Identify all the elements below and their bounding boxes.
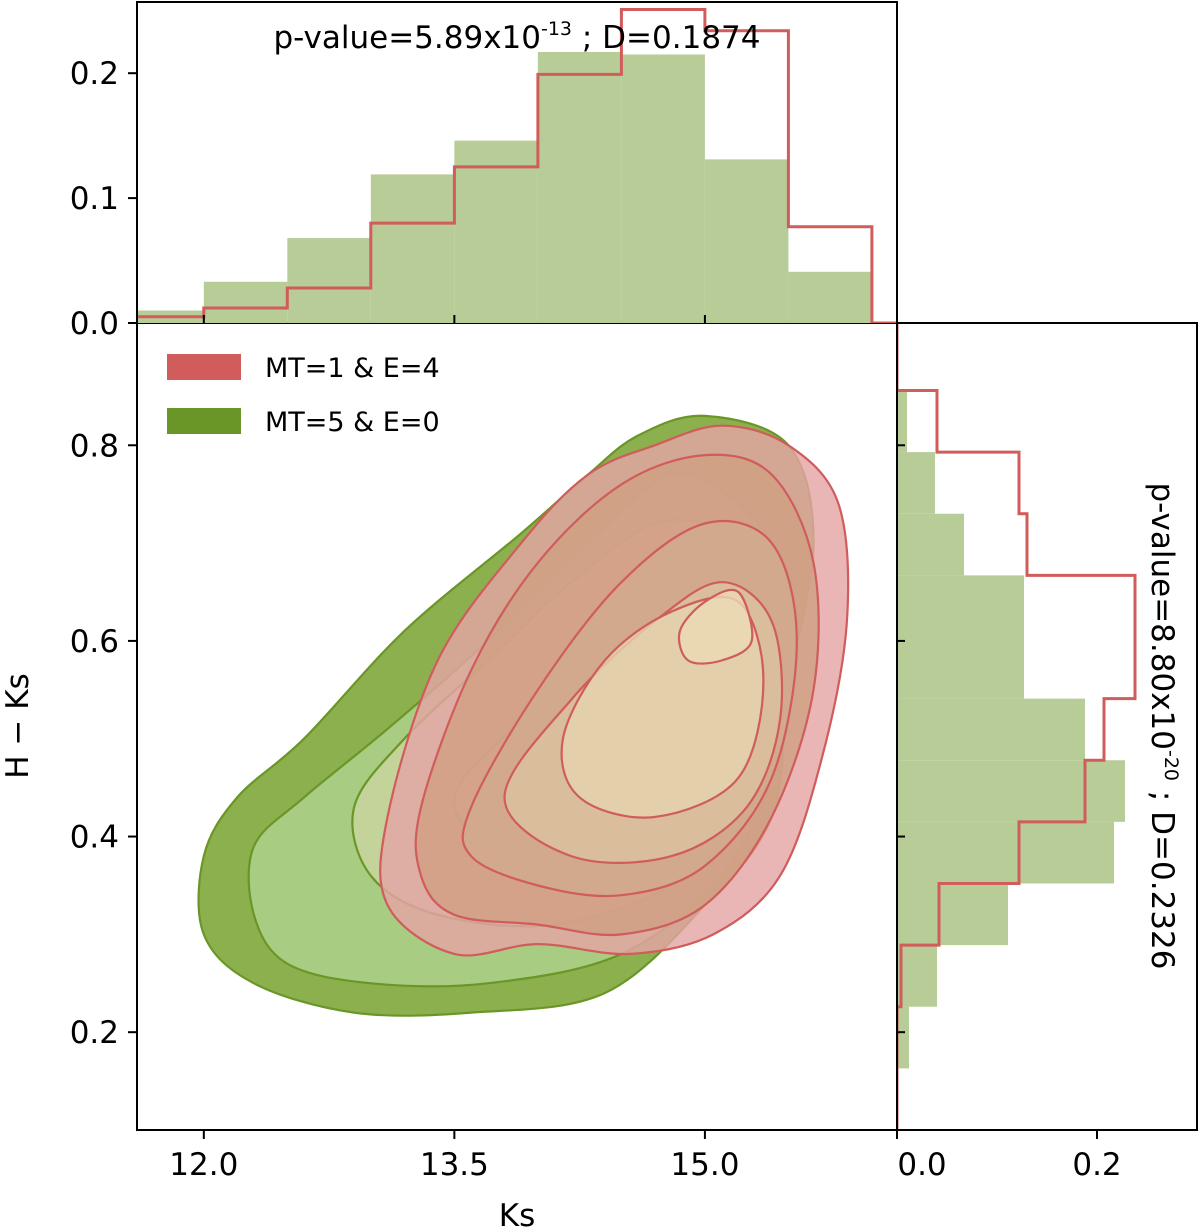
right-hist-bar-mt5-e0 — [897, 821, 1114, 884]
legend-label-mt1-e4: MT=1 & E=4 — [265, 353, 440, 384]
right-histogram-area — [897, 323, 1137, 1130]
main-panel: 12.0 13.5 15.0 0.2 0.4 0.6 0.8 Ks H − Ks MT=1… — [0, 322, 898, 1232]
right-d-statistic: ; D=0.2326 — [1144, 781, 1180, 969]
right-hist-bar-mt5-e0 — [897, 883, 1008, 946]
right-hist-step-mt1-e4 — [897, 323, 1137, 1130]
main-x-ticks: 12.0 13.5 15.0 — [169, 1130, 739, 1183]
right-marginal-panel: 0.0 0.2 p-value=8.80x10-20 ; D=0.2326 — [896, 322, 1198, 1183]
right-hist-bar-mt5-e0 — [897, 1006, 909, 1069]
main-y-ticks: 0.2 0.4 0.6 0.8 — [70, 428, 137, 1051]
right-hist-bar-mt5-e0 — [897, 698, 1085, 761]
right-hist-bar-mt5-e0 — [897, 636, 1024, 699]
main-x-tick-label: 15.0 — [670, 1147, 739, 1183]
main-y-tick-label: 0.2 — [70, 1015, 119, 1051]
right-hist-bar-mt5-e0 — [897, 513, 964, 576]
main-x-tick-label: 12.0 — [169, 1147, 238, 1183]
right-hist-bar-mt5-e0 — [897, 452, 935, 514]
top-y-tick-label: 0.0 — [70, 306, 119, 342]
top-y-tick-label: 0.1 — [70, 181, 119, 217]
right-hist-bar-mt5-e0 — [897, 945, 937, 1007]
y-axis-label: H − Ks — [0, 673, 36, 778]
top-hist-bar-mt5-e0 — [370, 174, 455, 323]
right-x-ticks: 0.0 0.2 — [896, 1130, 1122, 1183]
legend-label-mt5-e0: MT=5 & E=0 — [265, 407, 440, 438]
right-hist-bar-mt5-e0 — [897, 760, 1125, 822]
contour-series-mt1-e4 — [379, 424, 850, 957]
right-panel-frame — [896, 322, 1198, 1131]
main-y-tick-label: 0.4 — [70, 820, 119, 856]
contour-level-mt1-e4-6 — [677, 588, 754, 665]
top-pvalue-mantissa: p-value=5.89x10 — [273, 20, 541, 56]
right-hist-bar-mt5-e0 — [897, 390, 907, 453]
contour-plot-area — [197, 414, 850, 1017]
legend-swatch-mt5-e0 — [167, 408, 241, 434]
main-x-tick-label: 13.5 — [420, 1147, 489, 1183]
main-y-tick-label: 0.8 — [70, 428, 119, 464]
top-hist-bar-mt5-e0 — [704, 159, 789, 323]
top-hist-bar-mt5-e0 — [788, 271, 872, 323]
top-d-statistic: ; D=0.1874 — [572, 20, 760, 56]
top-panel-frame — [136, 1, 898, 323]
top-pvalue-exponent: -13 — [541, 18, 572, 40]
top-hist-bar-mt5-e0 — [287, 238, 371, 323]
top-hist-bar-mt5-e0 — [621, 54, 705, 323]
top-marginal-panel: 0.0 0.1 0.2 p-value=5.89x10-13 ; D=0.1874 — [70, 1, 898, 342]
main-y-tick-label: 0.6 — [70, 624, 119, 660]
right-pvalue-mantissa: p-value=8.80x10 — [1144, 482, 1180, 750]
top-y-ticks: 0.0 0.1 0.2 — [70, 56, 137, 342]
right-pvalue-exponent: -20 — [1160, 750, 1182, 781]
top-hist-bar-mt5-e0 — [537, 51, 622, 323]
top-histogram-area — [137, 8, 897, 323]
top-y-tick-label: 0.2 — [70, 56, 119, 92]
right-pvalue-annotation: p-value=8.80x10-20 ; D=0.2326 — [1144, 482, 1182, 969]
right-hist-bar-mt5-e0 — [897, 575, 1024, 637]
legend-swatch-mt1-e4 — [167, 354, 241, 380]
top-pvalue-annotation: p-value=5.89x10-13 ; D=0.1874 — [273, 18, 760, 56]
right-x-tick-label: 0.0 — [897, 1147, 946, 1183]
right-x-tick-label: 0.2 — [1072, 1147, 1121, 1183]
legend: MT=1 & E=4 MT=5 & E=0 — [167, 353, 440, 438]
top-hist-step-mt1-e4 — [137, 8, 897, 323]
top-hist-bar-mt5-e0 — [203, 281, 288, 323]
x-axis-label: Ks — [499, 1198, 535, 1232]
right-y-ticks — [897, 444, 905, 1034]
top-hist-bar-mt5-e0 — [454, 140, 538, 323]
